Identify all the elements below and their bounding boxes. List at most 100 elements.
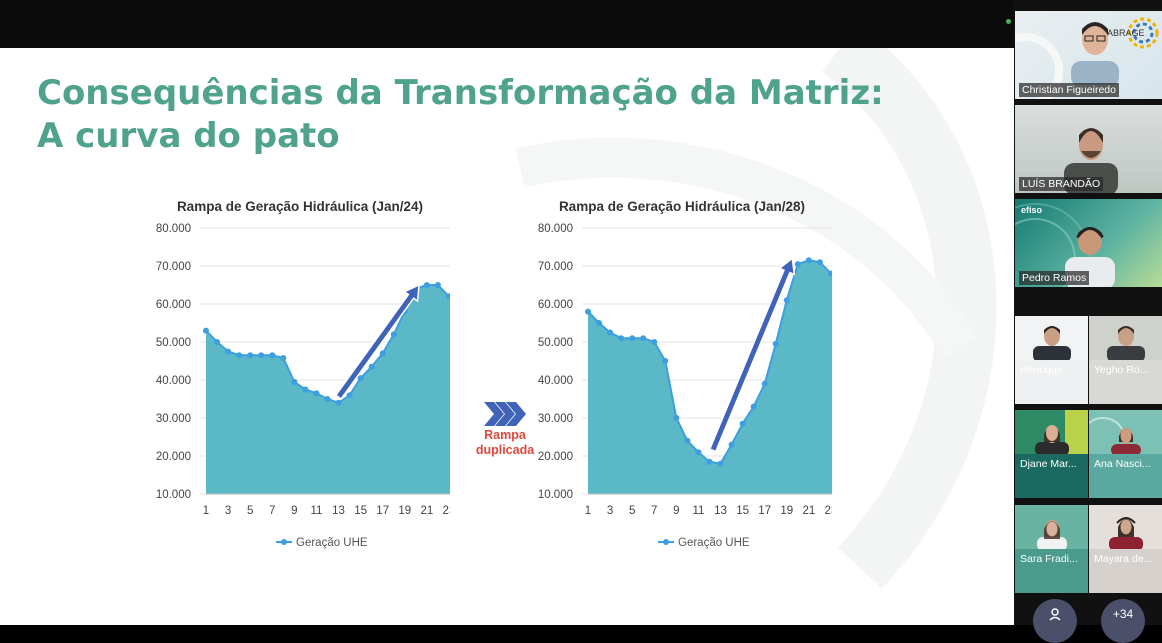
x-tick-label: 15	[736, 505, 749, 517]
data-point	[324, 396, 331, 402]
data-point	[423, 282, 430, 288]
data-point	[280, 354, 287, 361]
data-point	[585, 308, 591, 315]
slide-watermark	[515, 48, 997, 589]
y-tick-label: 40.000	[156, 375, 191, 387]
data-point	[816, 259, 823, 266]
data-point	[302, 386, 309, 393]
participant-name: Djane Mar...	[1020, 458, 1077, 470]
data-point	[673, 415, 680, 421]
data-point	[717, 460, 724, 467]
data-point	[390, 331, 397, 338]
data-point	[357, 375, 364, 382]
ramp-arrow	[334, 283, 420, 401]
data-point	[434, 282, 441, 288]
presentation-slide: Consequências da Transformação da Matriz…	[0, 48, 1014, 625]
series-area	[588, 260, 832, 494]
x-tick-label: 19	[780, 505, 793, 517]
x-tick-label: 9	[673, 505, 679, 517]
data-point	[203, 327, 209, 334]
y-tick-label: 60.000	[156, 299, 191, 311]
x-tick-label: 7	[651, 505, 657, 517]
ramp-arrow	[708, 256, 796, 453]
data-point	[761, 380, 768, 387]
data-point	[651, 339, 658, 345]
data-point	[258, 352, 265, 359]
x-tick-label: 3	[225, 505, 231, 517]
y-tick-label: 60.000	[538, 299, 573, 311]
x-tick-label: 5	[629, 505, 635, 517]
data-point	[739, 420, 746, 427]
rampa-label-line-1: Rampa	[484, 428, 526, 442]
x-tick-label: 1	[203, 505, 209, 517]
x-tick-label: 23	[443, 505, 450, 517]
data-point	[728, 441, 735, 448]
rampa-label-line-2: duplicada	[475, 443, 535, 457]
person-video	[1015, 410, 1088, 454]
x-tick-label: 11	[310, 505, 322, 517]
participant-tile-pedro[interactable]: efiso Pedro Ramos	[1015, 199, 1162, 287]
slide-title-line-2: A curva do pato	[37, 116, 340, 156]
participant-tile-yegho[interactable]: Yegho Ro...	[1089, 316, 1162, 404]
participant-tile-henrique[interactable]: Henrique ...	[1015, 316, 1088, 404]
ring-logo-icon: ABRAGE	[1015, 17, 1159, 99]
slide-title: Consequências da Transformação da Matriz…	[37, 72, 884, 158]
participants-panel: ABRAGE Christian Figueiredo LUÍS BRANDÃO	[1014, 0, 1162, 643]
person-icon	[1049, 608, 1061, 621]
data-point	[750, 403, 757, 410]
data-point	[827, 270, 832, 277]
participant-tile-mayara[interactable]: Mayara de...	[1089, 505, 1162, 593]
data-point	[225, 348, 232, 355]
x-tick-label: 11	[692, 505, 704, 517]
more-participants-button[interactable]: +34	[1101, 599, 1145, 643]
y-tick-label: 80.000	[156, 223, 191, 235]
y-tick-label: 50.000	[538, 337, 573, 349]
y-tick-label: 20.000	[156, 451, 191, 463]
data-point	[706, 458, 713, 465]
y-tick-label: 50.000	[156, 337, 191, 349]
participant-tile-sara[interactable]: Sara Fradi...	[1015, 505, 1088, 593]
chart-jan28-svg: Rampa de Geração Hidráulica (Jan/28) 10.0…	[538, 199, 832, 549]
chart-jan28: Rampa de Geração Hidráulica (Jan/28) 10.0…	[532, 190, 832, 570]
data-point	[662, 358, 669, 364]
chart-title: Rampa de Geração Hidráulica (Jan/24)	[177, 199, 423, 214]
y-tick-label: 30.000	[538, 413, 573, 425]
self-camera-button[interactable]	[1033, 599, 1077, 643]
meeting-top-bar	[0, 0, 1014, 48]
person-video	[1015, 505, 1088, 549]
more-participants-count: +34	[1112, 607, 1134, 621]
data-point	[607, 329, 614, 336]
x-tick-label: 17	[758, 505, 771, 517]
y-tick-label: 10.000	[538, 489, 573, 501]
x-tick-label: 13	[714, 505, 727, 517]
x-tick-label: 17	[376, 505, 389, 517]
participant-tile-djane[interactable]: Djane Mar...	[1015, 410, 1088, 498]
data-point	[368, 363, 375, 370]
y-tick-label: 70.000	[156, 261, 191, 273]
participant-tile-luis[interactable]: LUÍS BRANDÃO	[1015, 105, 1162, 193]
data-point	[291, 378, 298, 385]
data-point	[640, 335, 647, 342]
x-tick-label: 21	[802, 505, 815, 517]
participant-tile-christian[interactable]: ABRAGE Christian Figueiredo	[1015, 11, 1162, 99]
participant-name: LUÍS BRANDÃO	[1019, 177, 1104, 191]
data-point	[684, 437, 691, 444]
person-video	[1015, 203, 1115, 287]
data-point	[629, 335, 636, 342]
data-point	[247, 352, 254, 359]
y-tick-label: 40.000	[538, 375, 573, 387]
data-point	[783, 297, 790, 304]
double-chevron-icon	[484, 402, 526, 426]
recording-indicator	[1006, 19, 1011, 24]
participant-name: Pedro Ramos	[1019, 271, 1090, 285]
participant-name: Ana Nasci...	[1094, 458, 1151, 470]
person-video	[1015, 316, 1088, 360]
participant-name: Christian Figueiredo	[1019, 83, 1119, 97]
data-point	[805, 257, 812, 264]
data-point	[269, 352, 276, 359]
participant-tile-ana[interactable]: Ana Nasci...	[1089, 410, 1162, 498]
chart-jan24: Rampa de Geração Hidráulica (Jan/24) 10.0…	[150, 190, 450, 570]
data-point	[772, 340, 779, 347]
legend-marker	[663, 539, 669, 545]
x-tick-label: 23	[825, 505, 832, 517]
